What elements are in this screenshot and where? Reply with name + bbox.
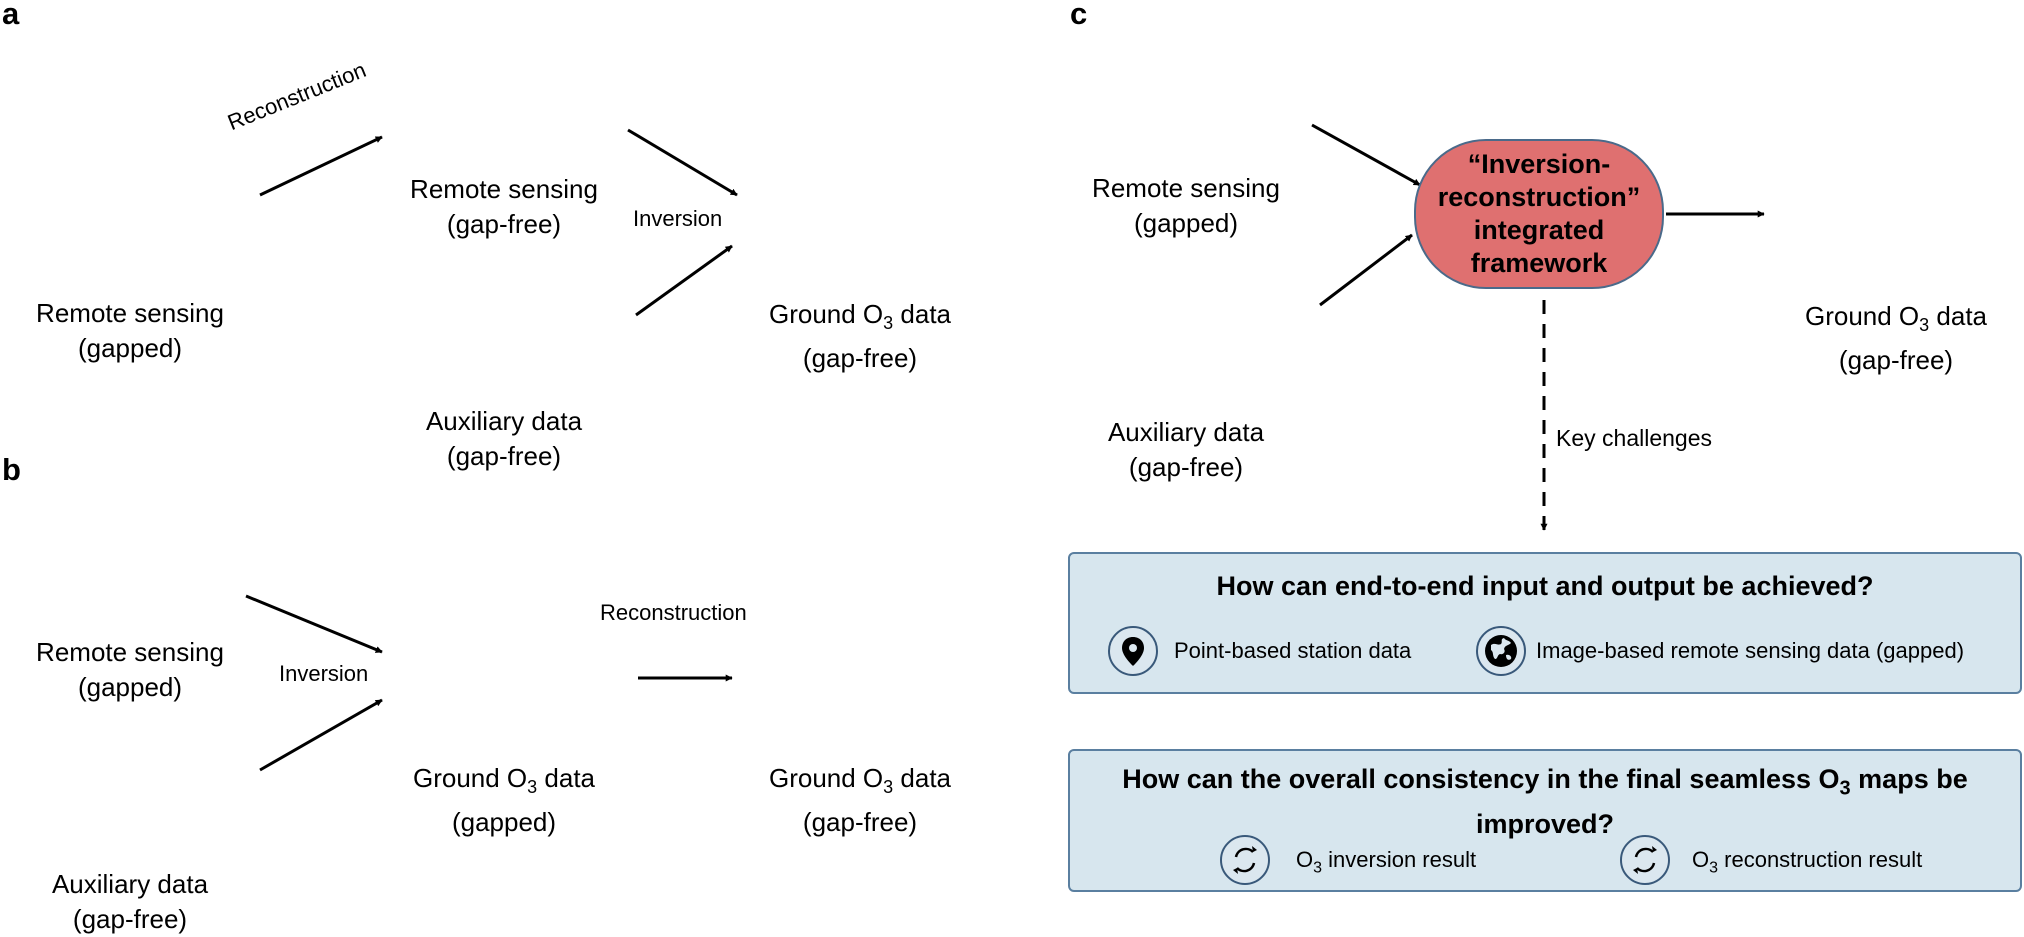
caption-line-1: Ground O3 data (768, 763, 951, 798)
framework-line-3: integrated (1473, 215, 1605, 245)
challenge-box-consistency: How can the overall consistency in the f… (1068, 749, 2022, 892)
key-challenges-label: Key challenges (1556, 425, 1712, 451)
challenge-1-title: How can end-to-end input and output be a… (1216, 571, 1874, 601)
caption-line-2: (gapped) (1133, 208, 1239, 238)
caption-line-1: Auxiliary data (1107, 417, 1265, 447)
caption-line-1: Auxiliary data (51, 869, 209, 899)
panel-b-aux-caption: Auxiliary data (gap-free) (0, 867, 260, 937)
challenge-box-end-to-end: How can end-to-end input and output be a… (1068, 552, 2022, 694)
panel-label-c: c (1070, 0, 1088, 31)
panel-a-arrow-remote-to-ground (627, 128, 738, 197)
framework-line-4: framework (1470, 248, 1608, 278)
caption-line-2: (gap-free) (446, 441, 562, 471)
panel-a-inversion-label: Inversion (633, 206, 723, 231)
panel-a-arrow-reconstruction (259, 135, 383, 197)
caption-line-1: Ground O3 data (768, 299, 951, 334)
location-pin-icon (1108, 626, 1158, 676)
panel-label-a: a (2, 0, 20, 31)
panel-c-remote-gapped-caption: Remote sensing (gapped) (1054, 171, 1318, 241)
panel-c-aux-caption: Auxiliary data (gap-free) (1054, 415, 1318, 485)
panel-c-arrow-aux-to-framework (1319, 233, 1413, 307)
panel-c-ground-gapfree-caption: Ground O3 data (gap-free) (1766, 299, 2024, 378)
globe-icon (1476, 626, 1526, 676)
panel-b-inversion-label: Inversion (279, 661, 369, 686)
caption-line-2: (gap-free) (1128, 452, 1244, 482)
panel-b-ground-gapfree-caption: Ground O3 data (gap-free) (730, 761, 990, 840)
panel-a-ground-gapfree-caption: Ground O3 data (gap-free) (730, 297, 990, 376)
caption-line-2: (gapped) (451, 807, 557, 838)
challenge-1-item-2: Image-based remote sensing data (gapped) (1536, 638, 1965, 663)
panel-b-remote-gapped-caption: Remote sensing (gapped) (0, 635, 260, 705)
panel-b-reconstruction-label: Reconstruction (600, 600, 747, 625)
refresh-cycle-icon (1620, 835, 1670, 885)
challenge-2-item-1: O3 inversion result (1296, 847, 1477, 877)
panel-b-arrow-remote-to-ground (245, 594, 383, 654)
challenge-1-item-1: Point-based station data (1174, 638, 1412, 663)
framework-line-2: reconstruction” (1437, 182, 1641, 212)
framework-line-1: “Inversion- (1467, 149, 1611, 179)
challenge-2-title: How can the overall consistency in the f… (1122, 764, 1968, 840)
caption-line-1: Remote sensing (410, 174, 598, 204)
panel-b-ground-gapped-caption: Ground O3 data (gapped) (372, 761, 636, 840)
integrated-framework-node: “Inversion- reconstruction” integrated f… (1414, 139, 1664, 289)
panel-label-b: b (2, 452, 21, 487)
refresh-cycle-icon (1220, 835, 1270, 885)
caption-line-2: (gapped) (77, 333, 183, 363)
caption-line-1: Ground O3 data (1804, 301, 1987, 336)
caption-line-1: Remote sensing (1092, 173, 1280, 203)
caption-line-1: Ground O3 data (412, 763, 595, 798)
caption-line-1: Remote sensing (36, 637, 224, 667)
panel-a-arrow-aux-to-ground (635, 244, 733, 317)
caption-line-2: (gap-free) (1838, 345, 1954, 376)
caption-line-2: (gap-free) (446, 209, 562, 239)
panel-c-arrow-remote-to-framework (1311, 123, 1421, 187)
panel-b-arrow-aux-to-ground (259, 698, 383, 772)
panel-a-remote-gapped-caption: Remote sensing (gapped) (0, 296, 260, 366)
challenge-2-item-2: O3 reconstruction result (1692, 847, 1923, 877)
panel-a-aux-caption: Auxiliary data (gap-free) (372, 404, 636, 474)
caption-line-2: (gapped) (77, 672, 183, 702)
caption-line-2: (gap-free) (802, 807, 918, 838)
caption-line-2: (gap-free) (72, 904, 188, 934)
caption-line-2: (gap-free) (802, 343, 918, 374)
caption-line-1: Remote sensing (36, 298, 224, 328)
caption-line-1: Auxiliary data (425, 406, 583, 436)
panel-a-remote-gapfree-caption: Remote sensing (gap-free) (372, 172, 636, 242)
